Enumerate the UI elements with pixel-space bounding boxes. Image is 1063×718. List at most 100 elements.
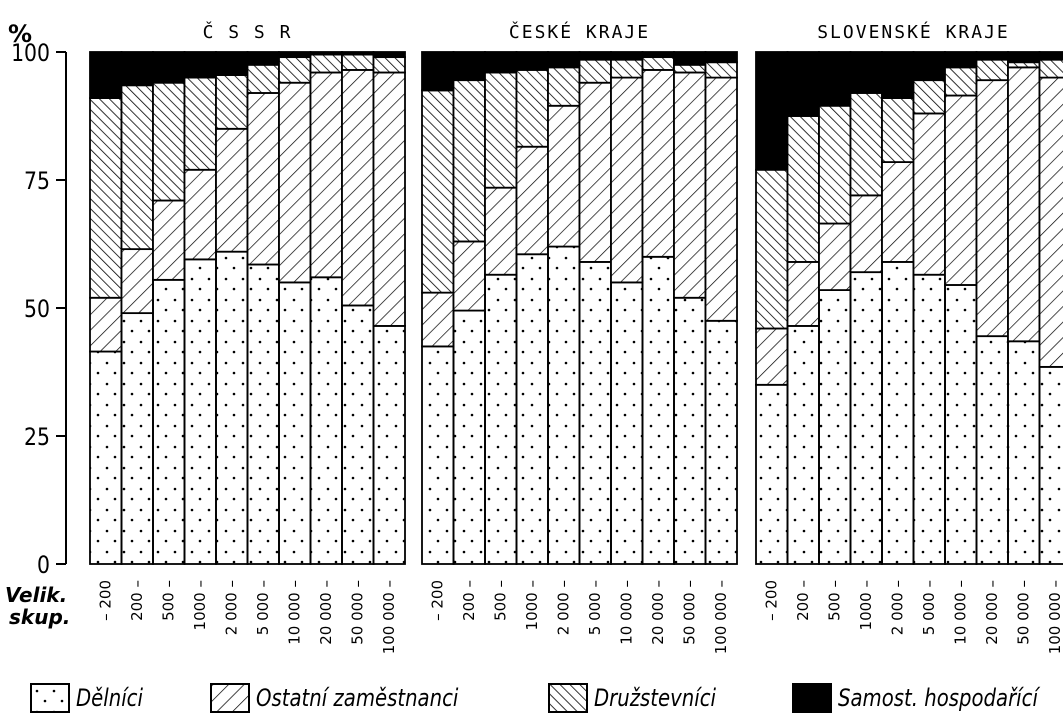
x-tick-label: 100 000 – <box>712 580 730 654</box>
bar-segment-delnici <box>421 345 455 565</box>
bar-segment-samost <box>818 51 852 107</box>
bar-segment-ostatni <box>849 194 883 274</box>
bar-segment-druzstevnici <box>786 115 820 263</box>
bar-segment-delnici <box>673 296 707 565</box>
legend-swatch-dots <box>30 683 70 713</box>
x-tick-label: 5 000 – <box>586 580 604 635</box>
bar-segment-samost <box>641 51 675 59</box>
x-tick-label: 100 000 – <box>380 580 398 654</box>
bar-segment-ostatni <box>152 199 186 281</box>
bar-segment-druzstevnici <box>818 104 852 225</box>
bar-segment-ostatni <box>881 161 915 263</box>
bar-segment-ostatni <box>610 76 644 284</box>
bar-segment-delnici <box>89 350 123 565</box>
bar-segment-druzstevnici <box>421 89 455 294</box>
bar-segment-druzstevnici <box>484 71 518 189</box>
bar-segment-druzstevnici <box>641 56 675 71</box>
bar-segment-delnici <box>944 284 978 565</box>
bar-segment-ostatni <box>704 76 738 322</box>
x-tick-label: 2 000 – <box>222 580 240 635</box>
bar-segment-ostatni <box>372 71 406 327</box>
x-tick-label: 5 000 – <box>254 580 272 635</box>
legend-item-druzstevnici: Družstevníci <box>548 678 743 718</box>
bar-segment-ostatni <box>641 69 675 258</box>
bar-segment-samost <box>341 51 375 56</box>
bar-segment-samost <box>673 51 707 66</box>
bar-segment-druzstevnici <box>372 56 406 74</box>
bar-segment-druzstevnici <box>547 66 581 107</box>
x-tick-label: 200 – <box>794 580 812 621</box>
x-group-label-line2: skup. <box>9 605 70 629</box>
bar-segment-delnici <box>912 273 946 565</box>
bar-segment-delnici <box>309 276 343 565</box>
bar-segment-delnici <box>515 253 549 565</box>
panel-title: SLOVENSKÉ KRAJE <box>817 21 1010 43</box>
bar-segment-samost <box>246 51 280 66</box>
bar-segment-ostatni <box>515 145 549 256</box>
x-tick-label: – 200 <box>96 580 114 621</box>
x-tick-label: 5 000 – <box>920 580 938 635</box>
x-tick-label: 1000 – <box>523 580 541 630</box>
bar-segment-ostatni <box>786 261 820 327</box>
panel-1: Č S S R – 200 200 – 500 – 1000 – 2 000 – 5 000… <box>89 21 406 654</box>
bar-segment-samost <box>452 51 486 82</box>
bar-segment-delnici <box>786 325 820 565</box>
bar-segment-druzstevnici <box>89 97 123 299</box>
bar-segment-ostatni <box>1038 76 1063 368</box>
legend-swatch-diag-back <box>548 683 588 713</box>
bar-segment-delnici <box>818 289 852 565</box>
bar-segment-ostatni <box>547 104 581 248</box>
x-tick-label: 2 000 – <box>554 580 572 635</box>
y-unit-label: % <box>8 20 32 48</box>
bar-segment-delnici <box>152 278 186 565</box>
bar-segment-delnici <box>452 309 486 565</box>
x-tick-label: 10 000 – <box>617 580 635 645</box>
y-tick-label: 0 <box>37 551 50 579</box>
bar-segment-samost <box>849 51 883 94</box>
bar-segment-samost <box>120 51 154 87</box>
legend-item-ostatni: Ostatní zaměstnanci <box>210 678 503 718</box>
bar-segment-druzstevnici <box>309 53 343 74</box>
bar-segment-samost <box>1007 51 1041 64</box>
bar-segment-druzstevnici <box>755 168 789 330</box>
bar-segment-druzstevnici <box>120 84 154 251</box>
bar-segment-ostatni <box>484 186 518 276</box>
bar-segment-delnici <box>975 335 1009 565</box>
bar-segment-delnici <box>1007 340 1041 565</box>
x-tick-label: 1000 – <box>857 580 875 630</box>
bar-segment-ostatni <box>215 127 249 253</box>
x-tick-label: 500 – <box>825 580 843 621</box>
bar-segment-delnici <box>183 258 217 565</box>
bar-segment-delnici <box>120 312 154 565</box>
x-tick-label: 1000 – <box>191 580 209 630</box>
x-tick-label: 20 000 – <box>649 580 667 645</box>
x-tick-label: 20 000 – <box>983 580 1001 645</box>
x-tick-label: 500 – <box>159 580 177 621</box>
x-tick-label: 50 000 – <box>1014 580 1032 645</box>
x-group-label-line1: Velik. <box>5 583 67 607</box>
bar-segment-druzstevnici <box>152 81 186 202</box>
x-tick-label: 10 000 – <box>285 580 303 645</box>
bar-segment-samost <box>547 51 581 69</box>
x-tick-label: 50 000 – <box>680 580 698 645</box>
bar-segment-delnici <box>755 383 789 565</box>
bar-segment-druzstevnici <box>452 79 486 243</box>
bar-segment-delnici <box>547 245 581 565</box>
bar-segment-samost <box>786 51 820 117</box>
bar-segment-ostatni <box>452 240 486 312</box>
bar-segment-delnici <box>278 281 312 565</box>
bar-segment-delnici <box>610 281 644 565</box>
bar-segment-samost <box>755 51 789 171</box>
bar-segment-ostatni <box>944 94 978 286</box>
bar-segment-samost <box>912 51 946 82</box>
bar-segment-druzstevnici <box>610 58 644 79</box>
legend-item-delnici: Dělníci <box>30 678 158 718</box>
bar-segment-delnici <box>341 304 375 565</box>
x-tick-label: 2 000 – <box>888 580 906 635</box>
bar-segment-samost <box>484 51 518 74</box>
bar-segment-druzstevnici <box>246 63 280 94</box>
y-tick-label: 100 <box>11 39 50 67</box>
bar-segment-delnici <box>1038 365 1063 565</box>
bar-segment-ostatni <box>673 71 707 299</box>
bar-segment-samost <box>1038 51 1063 61</box>
